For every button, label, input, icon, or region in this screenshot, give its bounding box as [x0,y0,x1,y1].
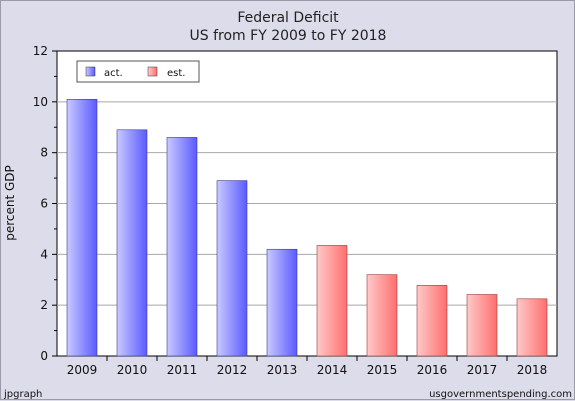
legend-label-act: act. [104,68,123,79]
x-tick-label: 2013 [267,363,298,377]
y-axis-title: percent GDP [3,165,17,241]
x-tick-label: 2011 [167,363,198,377]
x-tick-label: 2018 [517,363,548,377]
legend-swatch-act [85,66,96,77]
y-axis-ticks: 0 2 4 6 8 10 12 [33,44,57,363]
legend: act. est. [76,60,200,83]
x-tick-label: 2015 [367,363,398,377]
x-tick-label: 2017 [467,363,498,377]
chart-subtitle: US from FY 2009 to FY 2018 [190,28,387,44]
y-tick-label: 2 [40,298,48,312]
legend-swatch-est [147,66,158,77]
footer-right-credit: usgovernmentspending.com [429,389,572,400]
bar-2012-act [216,180,248,357]
y-tick-label: 12 [33,44,48,58]
bar-2017-est [466,294,498,357]
legend-label-est: est. [167,68,185,79]
bar-2015-est [366,274,398,357]
y-tick-label: 0 [40,349,48,363]
x-tick-label: 2010 [117,363,148,377]
x-axis-ticks: 2009 2010 2011 2012 2013 2014 2015 2016 2017 2018 [67,356,548,377]
x-tick-label: 2012 [217,363,248,377]
x-tick-label: 2014 [317,363,348,377]
bar-2018-est [516,298,548,357]
bar-2014-est [316,245,348,357]
legend-box [76,60,200,83]
footer-left-credit: jpgraph [3,389,42,400]
x-tick-label: 2016 [417,363,448,377]
bar-2011-act [166,137,198,357]
bar-2016-est [416,285,448,357]
x-tick-label: 2009 [67,363,98,377]
bar-2013-act [266,248,298,357]
bar-2009-act [66,98,98,357]
bars [66,98,548,357]
y-tick-label: 10 [33,95,48,109]
chart-title: Federal Deficit [237,10,339,26]
y-tick-label: 4 [40,247,48,261]
y-tick-label: 6 [40,197,48,211]
y-tick-label: 8 [40,146,48,160]
bar-2010-act [116,129,148,357]
